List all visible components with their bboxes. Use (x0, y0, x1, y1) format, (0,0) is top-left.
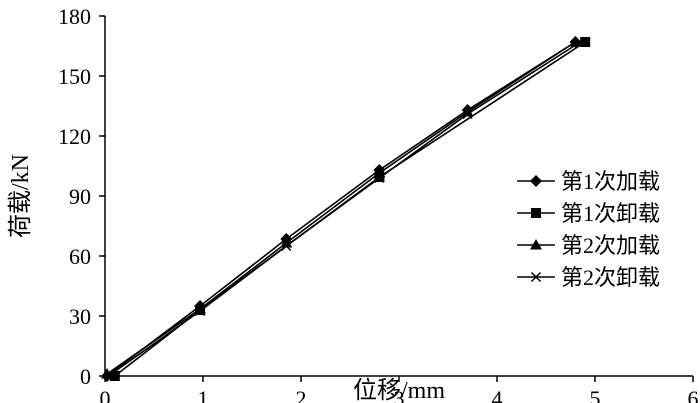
x-tick-label: 6 (688, 386, 699, 403)
y-tick-label: 150 (58, 64, 91, 89)
series-4 (104, 36, 586, 381)
x-tick-label: 5 (590, 386, 601, 403)
y-tick-label: 90 (69, 184, 91, 209)
y-tick-label: 120 (58, 124, 91, 149)
triangle-marker (194, 303, 207, 314)
legend-entry: 第2次卸载 (517, 265, 660, 290)
triangle-marker (461, 106, 474, 117)
x-marker (104, 369, 115, 381)
y-tick-label: 30 (69, 304, 91, 329)
series-2 (109, 37, 591, 381)
series-line (106, 41, 576, 375)
x-tick-label: 1 (198, 386, 209, 403)
legend-label: 第1次加载 (561, 169, 660, 194)
x-marker (575, 36, 586, 48)
legend-x-marker (530, 271, 542, 283)
x-tick-label: 0 (100, 386, 111, 403)
legend-entry: 第2次加载 (517, 233, 660, 258)
series-line (109, 41, 581, 376)
legend-diamond-marker (530, 175, 542, 187)
legend-label: 第1次卸载 (561, 201, 660, 226)
square-marker (580, 37, 591, 47)
legend-triangle-marker (530, 239, 542, 250)
y-axis-title: 荷载/kN (7, 154, 34, 238)
series-line (114, 41, 586, 377)
series-line (106, 41, 576, 377)
legend-entry: 第1次加载 (517, 169, 660, 194)
x-marker (281, 240, 292, 252)
y-tick-label: 60 (69, 244, 91, 269)
x-tick-label: 2 (296, 386, 307, 403)
x-marker (374, 172, 385, 184)
legend-square-marker (531, 208, 541, 218)
x-marker (462, 108, 473, 120)
legend-label: 第2次加载 (561, 233, 660, 258)
legend-entry: 第1次卸载 (517, 201, 660, 226)
square-marker (109, 371, 120, 381)
legend-label: 第2次卸载 (561, 265, 660, 290)
y-tick-label: 180 (58, 4, 91, 29)
x-axis-title: 位移/mm (353, 377, 445, 403)
triangle-marker (280, 237, 293, 248)
y-tick-label: 0 (80, 364, 91, 389)
x-marker (195, 305, 206, 317)
series-layer (100, 36, 591, 382)
x-tick-label: 4 (492, 386, 503, 403)
x-tick-label: 3 (394, 386, 405, 403)
